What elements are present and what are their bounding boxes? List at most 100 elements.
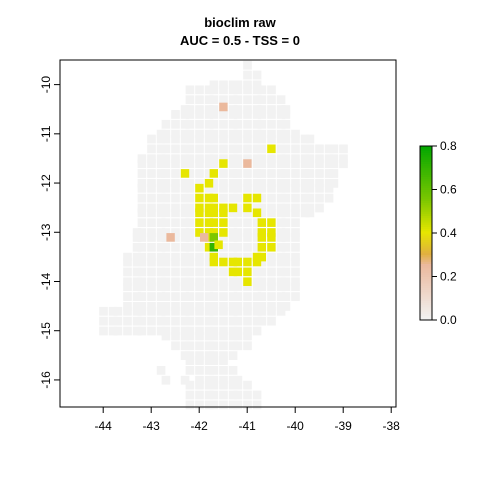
suitability-cell [219,257,228,267]
legend-swatch [420,298,432,301]
legend-swatch [420,265,432,269]
raster-cell [185,282,195,292]
suitability-cell [219,208,228,218]
raster-cell [281,183,291,193]
raster-cell [228,144,238,154]
raster-cell [171,326,180,336]
raster-cell [252,129,262,139]
raster-cell [243,208,252,218]
raster-cell [329,178,339,188]
raster-cell [276,267,286,277]
raster-cell [233,144,243,154]
raster-cell [219,282,228,292]
raster-cell [257,85,267,95]
raster-cell [156,159,166,169]
legend-swatch [420,254,432,258]
raster-cell [329,154,339,164]
raster-cell [291,154,300,164]
raster-cell [161,119,171,129]
raster-cell [180,144,190,154]
raster-cell [219,351,228,361]
raster-cell [123,257,132,267]
raster-cell [233,292,243,301]
raster-cell [324,154,334,164]
raster-cell [243,129,252,139]
raster-cell [233,326,243,336]
raster-cell [276,282,286,292]
raster-cell [233,400,243,410]
raster-cell [281,129,291,139]
raster-cell [209,85,219,95]
raster-cell [276,119,286,129]
raster-cell [161,208,171,218]
raster-cell [252,233,262,242]
raster-cell [171,277,180,287]
raster-cell [291,282,300,292]
raster-cell [185,178,195,188]
raster-cell [195,282,204,292]
legend-swatch [420,241,432,245]
raster-cell [209,316,219,326]
raster-cell [209,277,219,287]
raster-cell [228,110,238,119]
raster-cell [276,183,286,193]
raster-cell [329,169,339,178]
raster-cell [267,119,276,129]
raster-cell [257,292,267,301]
raster-cell [267,105,276,114]
raster-cell [195,390,204,400]
raster-cell [180,183,190,193]
raster-cell [291,129,300,139]
raster-cell [329,144,339,154]
raster-cell [267,208,276,218]
raster-cell [195,365,204,375]
raster-cell [195,110,204,119]
raster-cell [219,390,228,400]
legend-swatch [420,150,432,154]
raster-cell [185,110,195,119]
raster-cell [185,105,195,114]
raster-cell [180,218,190,228]
suitability-cell [243,203,252,213]
raster-cell [195,375,204,385]
raster-cell [185,85,195,95]
raster-cell [123,252,132,262]
raster-cell [233,331,243,341]
raster-cell [243,228,252,237]
raster-cell [132,228,142,237]
legend-swatch [420,198,432,201]
raster-cell [209,302,219,311]
suitability-cell [267,144,276,154]
raster-cell [228,252,238,262]
legend-swatch [420,291,432,295]
suitability-cell [204,228,214,237]
raster-cell [204,375,214,385]
raster-cell [252,134,262,144]
raster-cell [204,380,214,390]
raster-cell [291,134,300,144]
raster-cell [219,302,228,311]
raster-cell [257,154,267,164]
raster-cell [219,267,228,277]
legend-swatch [420,274,432,277]
raster-cell [243,169,252,178]
raster-cell [156,306,166,316]
raster-cell [156,144,166,154]
raster-cell [243,390,252,400]
raster-cell [123,277,132,287]
raster-cell [219,110,228,119]
raster-cell [161,218,171,228]
suitability-cell [219,102,228,112]
raster-cell [171,218,180,228]
raster-cell [233,218,243,228]
raster-cell [123,316,132,326]
raster-cell [171,154,180,164]
raster-cell [209,306,219,316]
suitability-cell [252,257,262,267]
raster-cell [233,380,243,390]
raster-cell [252,178,262,188]
raster-cell [195,154,204,164]
raster-cell [180,193,190,203]
raster-cell [228,169,238,178]
raster-cell [204,119,214,129]
